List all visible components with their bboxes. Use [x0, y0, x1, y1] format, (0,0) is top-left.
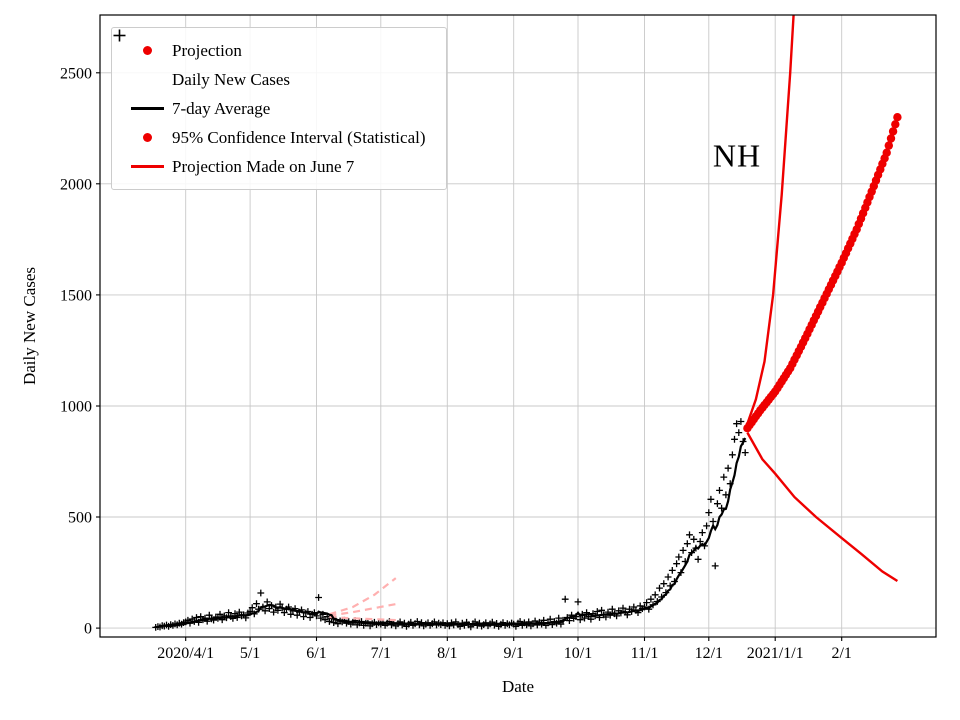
legend-item-7-day-average: 7-day Average	[122, 94, 426, 123]
state-annotation: NH	[712, 137, 762, 174]
projection-dot	[882, 148, 891, 157]
seven-day-average-line	[168, 437, 747, 628]
x-tick-label: 6/1	[306, 645, 326, 662]
legend: Projection Daily New Cases 7-day Average…	[111, 27, 447, 190]
y-tick-label: 1500	[60, 287, 92, 304]
legend-label: 95% Confidence Interval (Statistical)	[172, 127, 426, 147]
legend-item-projection: Projection	[122, 36, 426, 65]
y-axis-label: Daily New Cases	[20, 266, 39, 386]
y-tick-label: 1000	[60, 399, 92, 416]
y-tick-label: 500	[68, 510, 92, 527]
plot-series	[152, 15, 902, 631]
x-tick-label: 2020/4/1	[157, 645, 214, 662]
x-axis-label: Date	[501, 677, 535, 696]
projection-dot	[884, 141, 893, 150]
y-tick-label: 2500	[60, 65, 92, 82]
x-tick-label: 11/1	[631, 645, 659, 662]
ci-upper-line	[746, 15, 795, 425]
red-dot-icon	[122, 46, 172, 55]
legend-item-confidence-interval: 95% Confidence Interval (Statistical)	[122, 123, 426, 152]
x-tick-label: 2021/1/1	[747, 645, 804, 662]
projection-dot	[888, 127, 898, 136]
x-tick-label: 5/1	[240, 645, 260, 662]
black-line-icon	[122, 107, 172, 110]
legend-item-june7-projection: Projection Made on June 7	[122, 152, 426, 181]
legend-item-daily-new-cases: Daily New Cases	[113, 29, 426, 94]
legend-label: Daily New Cases	[172, 69, 291, 89]
x-tick-label: 8/1	[437, 645, 457, 662]
x-tick-label: 2/1	[831, 645, 851, 662]
june7-projection-line	[329, 577, 397, 616]
red-dot-icon	[122, 133, 172, 142]
legend-label: 7-day Average	[172, 98, 271, 118]
x-tick-label: 7/1	[371, 645, 391, 662]
projection-dots	[743, 113, 902, 433]
plot-border	[99, 14, 937, 638]
x-tick-label: 12/1	[695, 645, 723, 662]
red-line-icon	[122, 165, 172, 168]
projection-dot	[893, 113, 902, 122]
x-tick-label: 9/1	[503, 645, 523, 662]
plus-icon	[113, 29, 126, 42]
ci-lower-line	[746, 432, 899, 583]
projection-dot	[886, 134, 896, 143]
y-tick-label: 0	[84, 621, 92, 638]
x-tick-label: 10/1	[564, 645, 592, 662]
projection-dot	[891, 120, 900, 129]
y-tick-label: 2000	[60, 176, 92, 193]
legend-label: Projection Made on June 7	[172, 156, 355, 176]
legend-label: Projection	[172, 40, 242, 60]
